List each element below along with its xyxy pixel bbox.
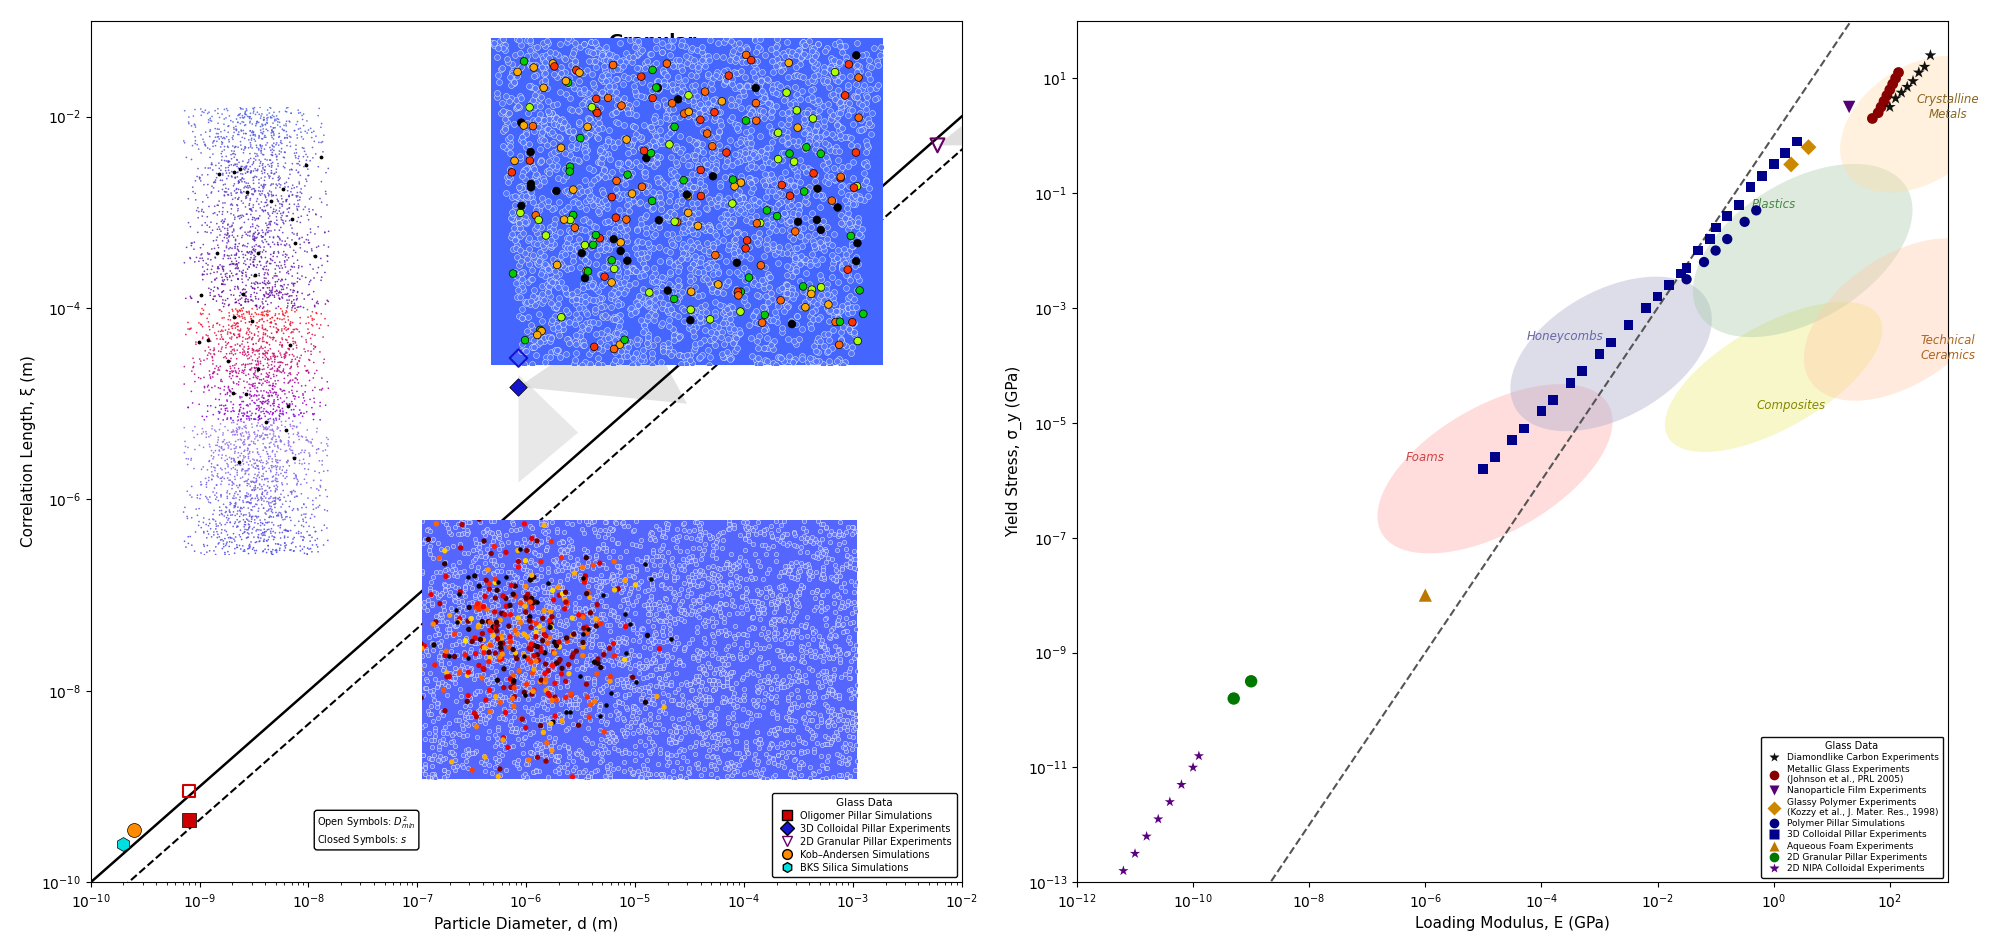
Point: [174, 812, 206, 827]
Point: [1670, 260, 1702, 275]
Point: [1712, 231, 1744, 247]
Point: [1642, 288, 1674, 304]
Point: [1496, 432, 1528, 447]
Point: [1770, 146, 1802, 161]
Point: [1664, 266, 1696, 281]
Point: [502, 350, 534, 366]
X-axis label: Loading Modulus, E (GPa): Loading Modulus, E (GPa): [1414, 916, 1610, 931]
Point: [1410, 587, 1442, 603]
Point: [502, 379, 534, 394]
Polygon shape: [1804, 238, 1998, 401]
Point: [174, 783, 206, 799]
Polygon shape: [1510, 277, 1712, 431]
Point: [1758, 157, 1790, 172]
Point: [1882, 65, 1914, 80]
Point: [1688, 254, 1720, 269]
Point: [1630, 301, 1662, 316]
Point: [1728, 214, 1760, 229]
Point: [1218, 691, 1250, 706]
Point: [1834, 99, 1866, 114]
Point: [1538, 392, 1570, 407]
Point: [1694, 231, 1726, 247]
Y-axis label: Yield Stress, σ_y (GPa): Yield Stress, σ_y (GPa): [1006, 366, 1022, 537]
Polygon shape: [518, 375, 578, 483]
Point: [1870, 88, 1902, 103]
Point: [1866, 99, 1898, 114]
Point: [118, 823, 150, 838]
Point: [1178, 760, 1210, 775]
Point: [1734, 180, 1766, 195]
Point: [1876, 76, 1908, 91]
Point: [1868, 93, 1900, 109]
Polygon shape: [938, 100, 994, 146]
Point: [1682, 243, 1714, 258]
Point: [1654, 277, 1686, 292]
Point: [108, 837, 140, 852]
Point: [1780, 134, 1812, 149]
Point: [1468, 461, 1500, 476]
Point: [1554, 375, 1586, 390]
Point: [1700, 243, 1732, 258]
Text: Open Symbols: $D_{min}^2$
Closed Symbols: $s$: Open Symbols: $D_{min}^2$ Closed Symbols…: [318, 814, 416, 847]
Point: [1596, 335, 1628, 350]
Point: [1746, 169, 1778, 184]
Point: [1670, 271, 1702, 287]
Polygon shape: [1664, 302, 1882, 452]
Point: [1142, 811, 1174, 826]
Point: [1862, 105, 1894, 120]
Point: [1130, 829, 1162, 844]
Point: [1508, 421, 1540, 436]
Point: [1874, 99, 1906, 114]
Point: [1526, 404, 1558, 419]
Text: Honeycombs: Honeycombs: [1526, 330, 1604, 344]
Point: [1886, 85, 1918, 100]
Text: Colloidal: Colloidal: [572, 627, 654, 645]
Point: [1880, 70, 1912, 86]
Polygon shape: [1378, 384, 1612, 553]
Point: [1880, 90, 1912, 106]
Point: [1898, 73, 1930, 89]
Text: Plastics: Plastics: [1752, 198, 1796, 211]
Point: [1700, 220, 1732, 235]
Legend: Diamondlike Carbon Experiments, Metallic Glass Experiments
(Johnson et al., PRL : Diamondlike Carbon Experiments, Metallic…: [1760, 737, 1944, 878]
Point: [1584, 347, 1616, 362]
Legend: Oligomer Pillar Simulations, 3D Colloidal Pillar Experiments, 2D Granular Pillar: Oligomer Pillar Simulations, 3D Colloida…: [772, 793, 956, 878]
Text: Foams: Foams: [1406, 451, 1444, 464]
Point: [1914, 48, 1946, 63]
Point: [1712, 208, 1744, 224]
Point: [1154, 794, 1186, 809]
Point: [1166, 777, 1198, 792]
X-axis label: Particle Diameter, d (m): Particle Diameter, d (m): [434, 916, 618, 931]
Point: [1612, 318, 1644, 333]
Point: [1236, 674, 1268, 689]
Point: [1120, 846, 1152, 862]
Text: Crystalline
Metals: Crystalline Metals: [1916, 93, 1980, 121]
Point: [1108, 863, 1140, 879]
Point: [1740, 203, 1772, 218]
Point: [1856, 110, 1888, 126]
Point: [1182, 748, 1214, 764]
Y-axis label: Correlation Length, ξ (m): Correlation Length, ξ (m): [20, 356, 36, 547]
Point: [1908, 59, 1940, 74]
Text: Atomic: Atomic: [230, 201, 300, 219]
Text: Composites: Composites: [1756, 399, 1826, 412]
Polygon shape: [1840, 56, 1998, 192]
Point: [1722, 197, 1754, 212]
Point: [922, 138, 954, 153]
Text: Technical
Ceramics: Technical Ceramics: [1920, 334, 1976, 362]
Text: Granular: Granular: [608, 32, 696, 50]
Polygon shape: [518, 308, 686, 404]
Point: [1566, 364, 1598, 379]
Point: [1478, 449, 1510, 465]
Point: [1874, 82, 1906, 97]
Polygon shape: [1692, 164, 1912, 337]
Point: [1902, 65, 1934, 80]
Point: [1776, 157, 1808, 172]
Point: [1792, 140, 1824, 155]
Point: [1892, 79, 1924, 94]
